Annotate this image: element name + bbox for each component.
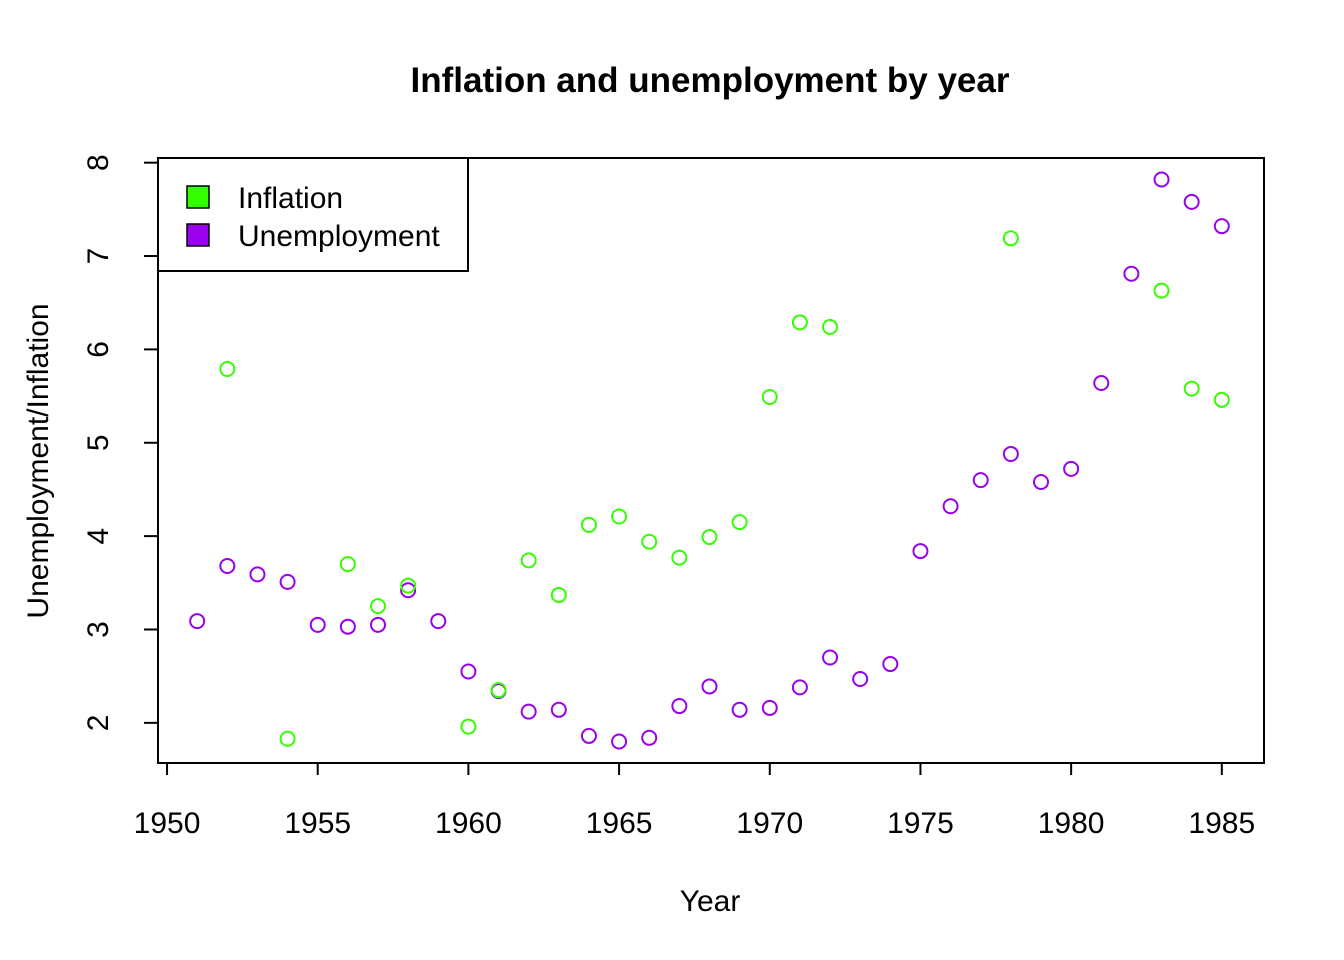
point-unemployment-1971 xyxy=(791,679,808,696)
point-unemployment-1980 xyxy=(1063,460,1080,477)
y-tick-label-7: 7 xyxy=(82,248,115,265)
point-unemployment-1958 xyxy=(400,582,417,599)
point-inflation-1985 xyxy=(1213,391,1230,408)
y-tick-label-4: 4 xyxy=(82,528,115,545)
point-unemployment-1963 xyxy=(550,701,567,718)
point-inflation-1966 xyxy=(641,533,658,550)
point-unemployment-1952 xyxy=(219,558,236,575)
legend-swatch-unemployment xyxy=(186,223,210,247)
point-unemployment-1977 xyxy=(972,472,989,489)
legend-box xyxy=(157,157,469,272)
legend-label-inflation: Inflation xyxy=(238,182,343,215)
x-axis-label: Year xyxy=(680,885,741,918)
point-inflation-1972 xyxy=(822,318,839,335)
point-unemployment-1984 xyxy=(1183,193,1200,210)
point-unemployment-1951 xyxy=(189,613,206,630)
point-inflation-1969 xyxy=(731,514,748,531)
point-inflation-1984 xyxy=(1183,380,1200,397)
x-tick-label-1980: 1980 xyxy=(1038,807,1105,840)
point-unemployment-1982 xyxy=(1123,265,1140,282)
point-unemployment-1975 xyxy=(912,543,929,560)
point-unemployment-1974 xyxy=(882,656,899,673)
x-tick-label-1965: 1965 xyxy=(586,807,653,840)
point-unemployment-1968 xyxy=(701,678,718,695)
point-inflation-1962 xyxy=(520,552,537,569)
point-unemployment-1978 xyxy=(1002,445,1019,462)
y-axis-label: Unemployment/Inflation xyxy=(22,303,55,618)
point-unemployment-1972 xyxy=(822,649,839,666)
chart-title: Inflation and unemployment by year xyxy=(411,61,1010,100)
point-unemployment-1967 xyxy=(671,698,688,715)
legend-swatch-inflation xyxy=(186,185,210,209)
legend: Inflation Unemployment xyxy=(157,157,469,272)
point-unemployment-1964 xyxy=(580,727,597,744)
point-inflation-1968 xyxy=(701,529,718,546)
point-unemployment-1973 xyxy=(852,670,869,687)
point-inflation-1967 xyxy=(671,549,688,566)
x-tick-label-1985: 1985 xyxy=(1188,807,1255,840)
y-tick-label-6: 6 xyxy=(82,341,115,358)
point-unemployment-1959 xyxy=(430,613,447,630)
point-unemployment-1956 xyxy=(339,618,356,635)
point-inflation-1970 xyxy=(761,389,778,406)
point-inflation-1964 xyxy=(580,516,597,533)
point-unemployment-1953 xyxy=(249,566,266,583)
point-inflation-1957 xyxy=(369,598,386,615)
point-unemployment-1981 xyxy=(1093,375,1110,392)
point-inflation-1956 xyxy=(339,556,356,573)
point-inflation-1983 xyxy=(1153,282,1170,299)
x-tick-label-1970: 1970 xyxy=(736,807,803,840)
x-tick-label-1975: 1975 xyxy=(887,807,954,840)
point-unemployment-1965 xyxy=(611,733,628,750)
point-inflation-1954 xyxy=(279,730,296,747)
point-inflation-1958 xyxy=(400,577,417,594)
data-points xyxy=(189,171,1230,750)
y-tick-label-3: 3 xyxy=(82,621,115,638)
point-inflation-1960 xyxy=(460,718,477,735)
x-tick-label-1960: 1960 xyxy=(435,807,502,840)
point-unemployment-1976 xyxy=(942,498,959,515)
point-unemployment-1985 xyxy=(1213,218,1230,235)
y-axis: 2 3 4 5 6 7 8 xyxy=(82,154,159,732)
y-tick-label-2: 2 xyxy=(82,715,115,732)
point-unemployment-1955 xyxy=(309,616,326,633)
x-axis: 1950 1955 1960 1965 1970 1975 1980 1985 xyxy=(134,762,1255,840)
point-inflation-1978 xyxy=(1002,230,1019,247)
point-unemployment-1962 xyxy=(520,703,537,720)
legend-label-unemployment: Unemployment xyxy=(238,220,440,253)
point-inflation-1952 xyxy=(219,361,236,378)
y-tick-label-8: 8 xyxy=(82,154,115,171)
y-tick-label-5: 5 xyxy=(82,434,115,451)
point-unemployment-1960 xyxy=(460,663,477,680)
point-unemployment-1979 xyxy=(1032,473,1049,490)
point-inflation-1961 xyxy=(490,682,507,699)
point-inflation-1963 xyxy=(550,586,567,603)
point-unemployment-1957 xyxy=(369,616,386,633)
point-unemployment-1954 xyxy=(279,573,296,590)
x-tick-label-1955: 1955 xyxy=(284,807,351,840)
point-inflation-1965 xyxy=(611,508,628,525)
point-unemployment-1970 xyxy=(761,699,778,716)
point-unemployment-1969 xyxy=(731,701,748,718)
x-tick-label-1950: 1950 xyxy=(134,807,201,840)
point-unemployment-1966 xyxy=(641,729,658,746)
point-unemployment-1983 xyxy=(1153,171,1170,188)
point-inflation-1971 xyxy=(791,314,808,331)
